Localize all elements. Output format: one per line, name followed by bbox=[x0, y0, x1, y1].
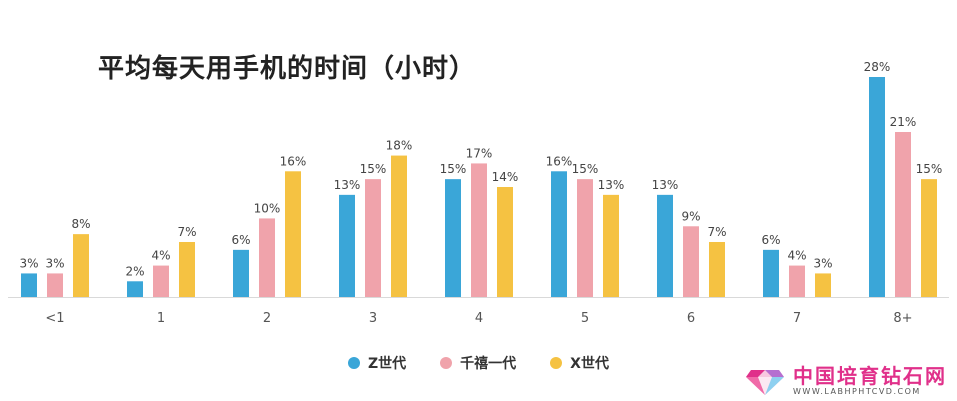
bar bbox=[895, 132, 911, 297]
data-label: 13% bbox=[334, 178, 361, 192]
bar bbox=[127, 281, 143, 297]
data-label: 28% bbox=[864, 60, 891, 74]
bar bbox=[763, 249, 779, 297]
bar bbox=[285, 171, 301, 297]
data-label: 14% bbox=[492, 170, 519, 184]
x-tick-label: 3 bbox=[369, 311, 377, 326]
data-label: 4% bbox=[787, 249, 806, 263]
bar bbox=[365, 179, 381, 297]
chart-title: 平均每天用手机的时间（小时） bbox=[98, 54, 477, 84]
legend-label: X世代 bbox=[570, 356, 609, 372]
data-label: 17% bbox=[466, 146, 493, 160]
data-label: 9% bbox=[681, 209, 700, 223]
data-label: 6% bbox=[761, 233, 780, 247]
bar bbox=[815, 273, 831, 297]
bar bbox=[179, 242, 195, 297]
data-label: 2% bbox=[125, 264, 144, 278]
watermark-url: WWW.LABHPHTCVD.COM bbox=[793, 387, 921, 396]
bar bbox=[683, 226, 699, 297]
bar bbox=[21, 273, 37, 297]
bar bbox=[603, 194, 619, 297]
bar bbox=[259, 218, 275, 297]
x-tick-label: 1 bbox=[157, 311, 165, 326]
data-label: 7% bbox=[177, 225, 196, 239]
bar bbox=[497, 187, 513, 297]
legend-item: 千禧一代 bbox=[440, 353, 516, 373]
data-label: 4% bbox=[151, 249, 170, 263]
data-label: 10% bbox=[254, 201, 281, 215]
chart-legend: Z世代 千禧一代 X世代 bbox=[0, 352, 957, 374]
data-label: 6% bbox=[231, 233, 250, 247]
bar bbox=[445, 179, 461, 297]
bar bbox=[153, 265, 169, 297]
bar bbox=[233, 249, 249, 297]
bar bbox=[391, 155, 407, 297]
bar bbox=[921, 179, 937, 297]
diamond-logo-icon bbox=[746, 370, 784, 395]
data-label: 3% bbox=[19, 256, 38, 270]
legend-label: 千禧一代 bbox=[460, 356, 517, 372]
x-tick-label: <1 bbox=[45, 311, 64, 326]
x-tick-label: 7 bbox=[793, 311, 801, 326]
data-label: 15% bbox=[572, 162, 599, 176]
bar bbox=[709, 242, 725, 297]
legend-item: X世代 bbox=[550, 353, 609, 373]
legend-item: Z世代 bbox=[348, 353, 406, 373]
data-label: 13% bbox=[652, 178, 679, 192]
data-label: 13% bbox=[598, 178, 625, 192]
x-tick-label: 8+ bbox=[893, 311, 912, 326]
data-label: 8% bbox=[71, 217, 90, 231]
legend-dot-icon bbox=[348, 357, 361, 369]
data-label: 16% bbox=[546, 154, 573, 168]
bar bbox=[47, 273, 63, 297]
x-tick-label: 4 bbox=[475, 311, 483, 326]
x-tick-label: 6 bbox=[687, 311, 695, 326]
watermark: 中国培育钻石网 WWW.LABHPHTCVD.COM bbox=[745, 365, 947, 397]
x-tick-label: 2 bbox=[263, 311, 271, 326]
legend-label: Z世代 bbox=[368, 356, 407, 372]
x-tick-label: 5 bbox=[581, 311, 589, 326]
bar bbox=[789, 265, 805, 297]
data-label: 16% bbox=[280, 154, 307, 168]
bar bbox=[869, 77, 885, 297]
data-label: 21% bbox=[890, 115, 917, 129]
bar bbox=[657, 194, 673, 297]
bar bbox=[471, 163, 487, 297]
data-label: 3% bbox=[813, 256, 832, 270]
data-label: 7% bbox=[707, 225, 726, 239]
bar bbox=[339, 194, 355, 297]
data-label: 15% bbox=[360, 162, 387, 176]
data-label: 3% bbox=[45, 256, 64, 270]
bar bbox=[73, 234, 89, 297]
watermark-name: 中国培育钻石网 bbox=[793, 364, 947, 388]
legend-dot-icon bbox=[550, 357, 563, 369]
data-label: 15% bbox=[440, 162, 467, 176]
legend-dot-icon bbox=[440, 357, 453, 369]
data-label: 15% bbox=[916, 162, 943, 176]
bar bbox=[551, 171, 567, 297]
bar bbox=[577, 179, 593, 297]
data-label: 18% bbox=[386, 139, 413, 153]
